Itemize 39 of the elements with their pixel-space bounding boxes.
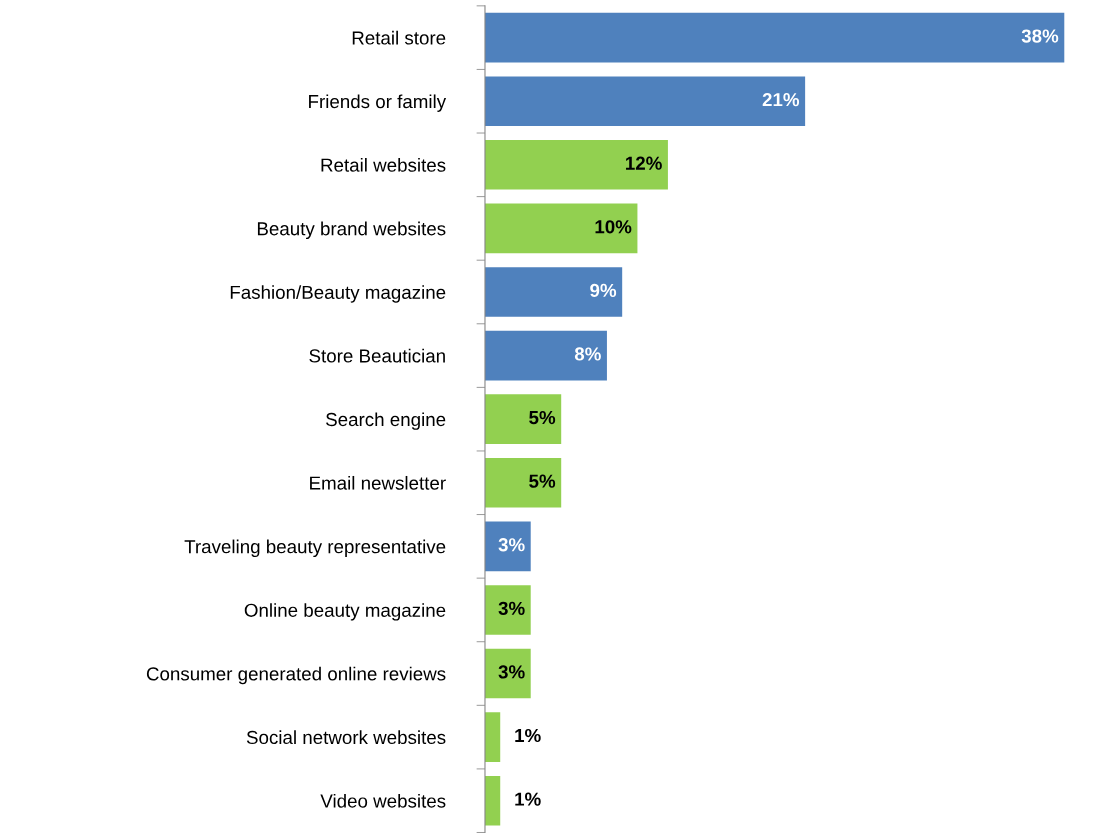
y-tick-label: Email newsletter <box>310 475 446 490</box>
y-tick-label: Online beauty magazine <box>244 603 446 621</box>
y-tick-label: Video websites <box>320 793 446 808</box>
data-label: 5% <box>529 410 556 425</box>
data-label: 12% <box>626 156 662 170</box>
data-label: 3% <box>498 538 525 552</box>
bar <box>484 457 562 508</box>
y-tick-label: Search engine <box>326 412 446 430</box>
y-tick-label: Retail websites <box>321 158 446 172</box>
bar <box>484 585 531 635</box>
bar <box>484 775 501 826</box>
data-label: 3% <box>498 601 525 615</box>
data-label: 1% <box>515 728 541 743</box>
y-tick-label: Store Beautician <box>309 348 445 363</box>
data-label: 38% <box>1021 29 1059 43</box>
bar <box>484 712 501 762</box>
data-label: 8% <box>574 347 601 361</box>
data-label: 3% <box>498 665 525 679</box>
bar <box>484 76 806 127</box>
bar <box>484 648 531 699</box>
y-tick-label: Friends or family <box>309 94 447 112</box>
bar <box>484 12 1065 63</box>
bar <box>484 203 638 254</box>
bar <box>484 394 562 444</box>
data-label: 10% <box>595 220 632 234</box>
data-label: 21% <box>762 92 800 107</box>
y-tick-label: Traveling beauty representative <box>184 539 446 558</box>
data-label: 5% <box>529 474 556 488</box>
y-tick-label: Fashion/Beauty magazine <box>230 285 446 303</box>
bar <box>484 267 623 317</box>
data-label: 9% <box>590 283 617 298</box>
y-tick-label: Beauty brand websites <box>257 221 446 240</box>
bar <box>484 330 607 381</box>
y-tick-label: Social network websites <box>246 730 446 745</box>
bar <box>484 140 668 190</box>
y-tick-label: Retail store <box>352 30 446 45</box>
data-label: 1% <box>515 792 541 806</box>
bar <box>484 521 531 572</box>
y-tick-label: Consumer generated online reviews <box>146 666 446 685</box>
